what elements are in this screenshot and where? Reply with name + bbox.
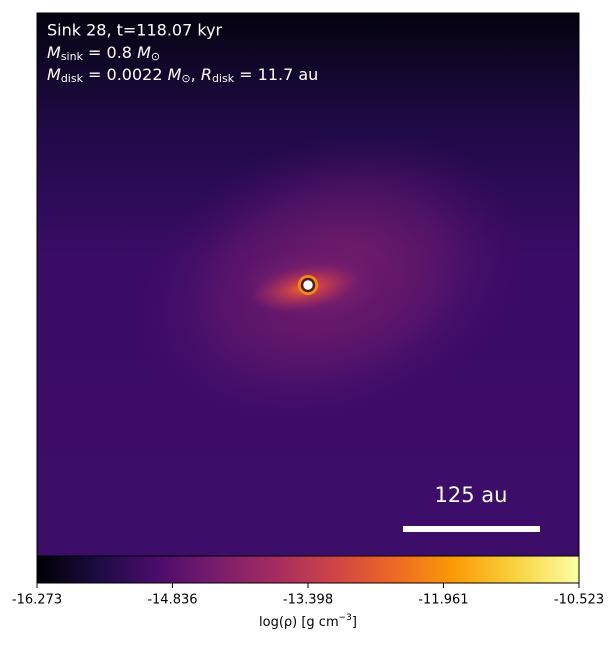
colorbar-tick-label: -10.523 (554, 593, 604, 608)
disk-props: Mdisk = 0.0022 M⊙, Rdisk = 11.7 au (47, 65, 318, 86)
colorbar-tick-label: -11.961 (418, 593, 468, 608)
colorbar (36, 555, 580, 584)
density-image (37, 13, 579, 556)
sink-label: Sink 28, t=118.07 kyr (47, 21, 223, 40)
colorbar-tick-label: -14.836 (147, 593, 197, 608)
colorbar-label: log(ρ) [g cm−3] (259, 613, 357, 630)
colorbar-tick-label: -13.398 (283, 593, 333, 608)
scale-bar (403, 526, 540, 532)
sink-marker (300, 277, 316, 293)
sink-mass: Msink = 0.8 M⊙ (47, 43, 160, 64)
scale-bar-label: 125 au (435, 483, 508, 507)
colorbar-tick-label: -16.273 (12, 593, 62, 608)
